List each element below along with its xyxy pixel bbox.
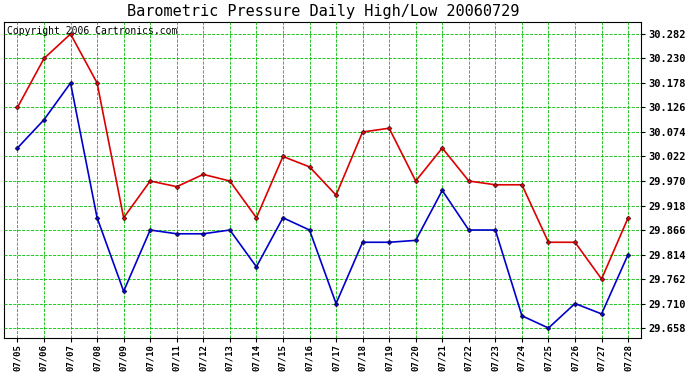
Text: Copyright 2006 Cartronics.com: Copyright 2006 Cartronics.com: [8, 27, 178, 36]
Title: Barometric Pressure Daily High/Low 20060729: Barometric Pressure Daily High/Low 20060…: [126, 4, 519, 19]
